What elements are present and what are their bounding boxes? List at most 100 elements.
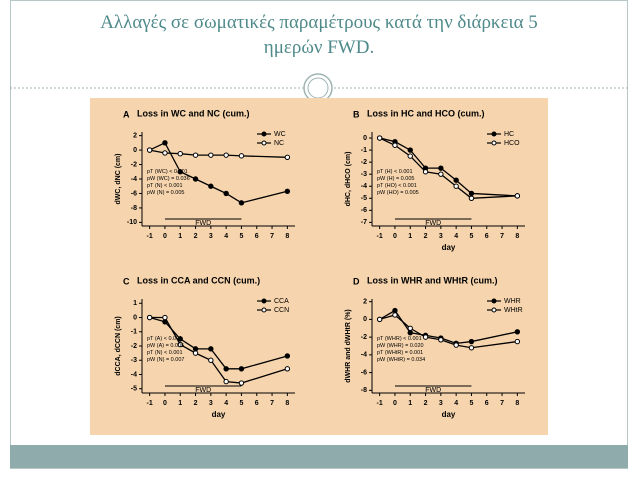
- x-tick-label: 3: [439, 400, 443, 407]
- annotation: pT (HO) < 0.001: [377, 183, 417, 189]
- x-tick-label: 8: [515, 233, 519, 240]
- chart-title: Loss in WC and NC (cum.): [137, 108, 250, 118]
- x-tick-label: 8: [515, 400, 519, 407]
- legend-marker: [491, 307, 497, 313]
- data-point: [514, 338, 521, 345]
- y-tick-label: -4: [361, 352, 367, 359]
- annotation: pT (WHtR) = 0.001: [377, 350, 423, 356]
- data-point: [392, 142, 398, 148]
- panel-letter: A: [123, 109, 130, 119]
- figure-background: [90, 98, 548, 435]
- legend-label: WHR: [504, 298, 521, 305]
- x-tick-label: 4: [224, 400, 228, 407]
- legend-marker: [261, 140, 267, 146]
- data-point: [438, 337, 444, 343]
- data-point: [208, 357, 214, 363]
- data-point: [453, 342, 459, 348]
- slide-title: Αλλαγές σε σωματικές παραμέτρους κατά τη…: [20, 10, 618, 60]
- y-tick-label: -3: [131, 357, 137, 364]
- data-point: [223, 366, 229, 372]
- x-tick-label: 4: [454, 400, 458, 407]
- data-point: [453, 177, 459, 183]
- data-point: [392, 307, 398, 314]
- chart-title: Loss in WHR and WHtR (cum.): [367, 275, 498, 285]
- series-line: [379, 137, 518, 197]
- data-point: [422, 334, 429, 340]
- data-point: [238, 380, 245, 386]
- legend-label: WC: [274, 131, 286, 138]
- x-tick-label: 0: [393, 400, 397, 407]
- data-point: [438, 165, 444, 171]
- data-point: [192, 350, 199, 356]
- series-line: [379, 137, 518, 199]
- x-tick-label: 5: [469, 233, 473, 240]
- footer-bar: [10, 445, 628, 468]
- x-tick-label: 3: [439, 233, 443, 240]
- annotation: pW (H) = 0.005: [377, 176, 414, 182]
- data-point: [284, 353, 291, 359]
- y-tick-label: -5: [361, 195, 367, 202]
- data-point: [146, 314, 153, 321]
- x-tick-label: 5: [239, 233, 243, 240]
- fwd-label: FWD: [195, 220, 211, 227]
- title-line: Αλλαγές σε σωματικές παραμέτρους κατά τη…: [100, 12, 538, 33]
- x-tick-label: 1: [178, 400, 182, 407]
- legend-label: CCN: [274, 307, 289, 314]
- annotation: pW (N) = 0.005: [147, 190, 184, 196]
- y-tick-label: -1: [361, 147, 367, 154]
- ornament: [307, 77, 329, 99]
- chart-title: Loss in CCA and CCN (cum.): [137, 275, 260, 285]
- annotation: pT (H) < 0.001: [377, 169, 413, 175]
- legend-marker: [491, 298, 497, 304]
- data-point: [162, 140, 168, 146]
- y-tick-label: 2: [133, 132, 137, 139]
- x-tick-label: 7: [500, 400, 504, 407]
- x-tick-label: -1: [147, 233, 153, 240]
- annotation: pT (A) < 0.001: [147, 336, 182, 342]
- x-tick-label: 2: [424, 400, 428, 407]
- charts: A Loss in WC and NC (cum.) 2 0 -2 -4 -6 -8 -1 0 -1…: [115, 108, 525, 419]
- data-point: [223, 152, 229, 158]
- x-tick-label: 8: [285, 400, 289, 407]
- y-tick-label: -4: [131, 176, 137, 183]
- y-tick-label: 0: [363, 316, 367, 323]
- data-point: [422, 169, 429, 175]
- y-tick-label: -8: [131, 205, 137, 212]
- data-point: [146, 147, 153, 153]
- data-point: [192, 176, 199, 182]
- x-tick-label: 1: [408, 233, 412, 240]
- y-tick-label: -5: [131, 386, 137, 393]
- data-point: [177, 150, 183, 157]
- y-tick-label: -6: [131, 190, 137, 197]
- legend-label: WHtR: [504, 307, 523, 314]
- annotation: pW (WHR) = 0.020: [377, 343, 424, 349]
- y-tick-label: -6: [361, 369, 367, 376]
- series-line: [149, 141, 288, 204]
- data-point: [238, 200, 245, 206]
- x-tick-label: 0: [163, 400, 167, 407]
- fwd-label: FWD: [195, 387, 211, 394]
- annotation: pT (N) < 0.001: [147, 183, 183, 189]
- slide-border: [10, 0, 628, 469]
- data-point: [514, 193, 521, 199]
- legend-marker: [261, 307, 267, 313]
- panel-letter: C: [123, 276, 130, 286]
- x-tick-label: 1: [408, 400, 412, 407]
- annotation: pW (A) = 0.005: [147, 343, 184, 349]
- x-tick-label: 7: [500, 233, 504, 240]
- data-point: [407, 325, 413, 331]
- x-axis-label: day: [212, 410, 226, 419]
- data-point: [407, 147, 413, 153]
- annotation: pW (WHtR) = 0.034: [377, 357, 425, 363]
- data-point: [468, 338, 475, 345]
- x-tick-label: 0: [163, 233, 167, 240]
- y-tick-label: 1: [133, 300, 137, 307]
- data-point: [407, 329, 413, 336]
- panel-letter: B: [353, 109, 360, 119]
- data-point: [177, 336, 183, 342]
- y-tick-label: -2: [361, 334, 367, 341]
- x-tick-label: 0: [393, 233, 397, 240]
- annotation: pT (WHR) < 0.001: [377, 336, 422, 342]
- x-axis-label: day: [442, 243, 456, 252]
